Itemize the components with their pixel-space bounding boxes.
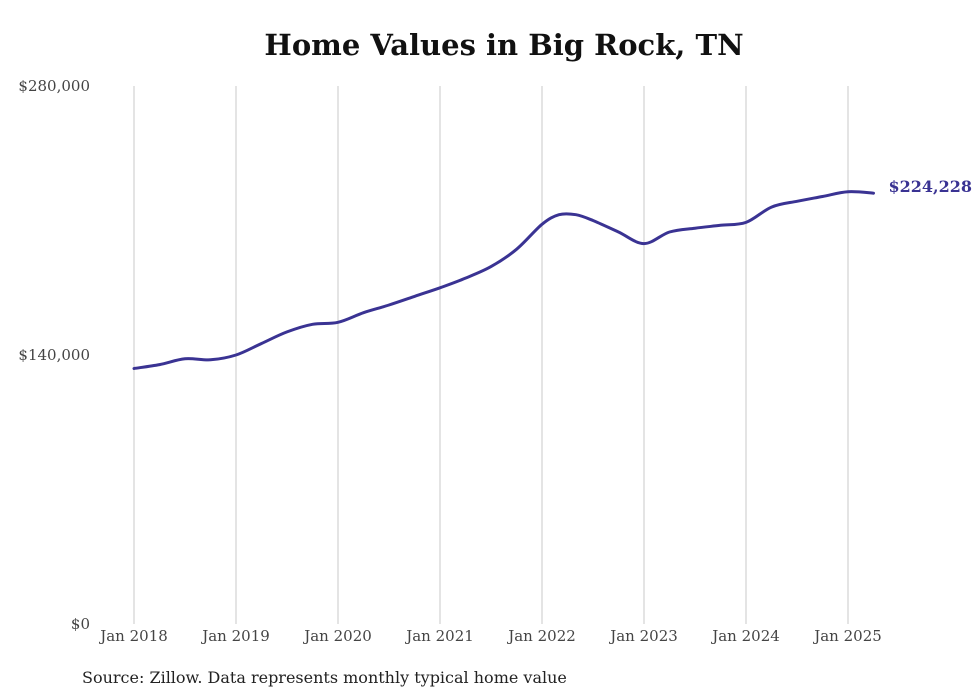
y-tick-label: $0 <box>71 615 90 633</box>
x-tick-label: Jan 2019 <box>200 627 270 645</box>
gridlines <box>133 86 849 624</box>
home-value-line <box>132 190 875 370</box>
end-value-label: $224,228 <box>889 177 973 196</box>
y-tick-label: $140,000 <box>18 346 90 364</box>
y-axis-ticks: $0 $140,000 $280,000 <box>18 77 90 633</box>
x-tick-label: Jan 2018 <box>98 627 168 645</box>
x-tick-label: Jan 2023 <box>608 627 678 645</box>
x-tick-label: Jan 2024 <box>710 627 780 645</box>
y-tick-label: $280,000 <box>18 77 90 95</box>
series-layer <box>132 190 875 370</box>
x-tick-label: Jan 2022 <box>506 627 576 645</box>
x-tick-label: Jan 2020 <box>302 627 372 645</box>
x-tick-label: Jan 2021 <box>404 627 474 645</box>
chart-title: Home Values in Big Rock, TN <box>264 28 744 62</box>
source-note: Source: Zillow. Data represents monthly … <box>82 668 567 687</box>
end-label-layer: $224,228 <box>889 177 973 196</box>
x-tick-label: Jan 2025 <box>812 627 882 645</box>
x-axis-ticks: Jan 2018 Jan 2019 Jan 2020 Jan 2021 Jan 2022… <box>98 627 882 645</box>
